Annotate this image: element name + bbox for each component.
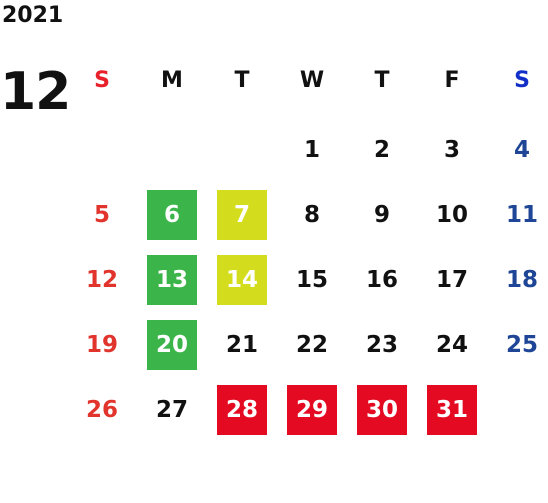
day-cell[interactable]: 13 — [147, 255, 197, 305]
day-cell[interactable]: 9 — [373, 202, 390, 228]
day-cell[interactable]: 8 — [303, 202, 320, 228]
day-cell[interactable]: 7 — [217, 190, 267, 240]
day-cell[interactable]: 10 — [435, 202, 468, 228]
day-cell[interactable]: 18 — [505, 267, 538, 293]
day-cell[interactable]: 25 — [505, 332, 538, 358]
day-cell[interactable]: 17 — [435, 267, 468, 293]
day-cell[interactable]: 26 — [85, 397, 118, 423]
day-cell[interactable]: 30 — [357, 385, 407, 435]
day-cell[interactable]: 28 — [217, 385, 267, 435]
day-cell[interactable]: 14 — [217, 255, 267, 305]
day-cell[interactable]: 19 — [85, 332, 118, 358]
weekday-fri: F — [444, 68, 460, 93]
day-cell[interactable]: 15 — [295, 267, 328, 293]
day-cell[interactable]: 5 — [93, 202, 110, 228]
day-cell[interactable]: 20 — [147, 320, 197, 370]
weekday-sun: S — [94, 68, 110, 93]
day-cell[interactable]: 21 — [225, 332, 258, 358]
weekday-tue: T — [234, 68, 250, 93]
day-cell[interactable]: 24 — [435, 332, 468, 358]
day-cell[interactable]: 3 — [443, 137, 460, 163]
day-cell[interactable]: 2 — [373, 137, 390, 163]
day-cell[interactable]: 31 — [427, 385, 477, 435]
weekday-mon: M — [161, 68, 183, 93]
day-cell[interactable]: 12 — [85, 267, 118, 293]
day-cell[interactable]: 23 — [365, 332, 398, 358]
calendar-year: 2021 — [2, 3, 64, 28]
weekday-wed: W — [299, 68, 325, 93]
day-cell[interactable]: 6 — [147, 190, 197, 240]
day-cell[interactable]: 16 — [365, 267, 398, 293]
day-cell[interactable]: 1 — [303, 137, 320, 163]
weekday-sat: S — [514, 68, 530, 93]
day-cell[interactable]: 29 — [287, 385, 337, 435]
day-cell[interactable]: 4 — [513, 137, 530, 163]
day-cell[interactable]: 22 — [295, 332, 328, 358]
day-cell[interactable]: 27 — [155, 397, 188, 423]
weekday-thu: T — [374, 68, 390, 93]
day-cell[interactable]: 11 — [505, 202, 538, 228]
calendar-month: 12 — [0, 62, 71, 122]
